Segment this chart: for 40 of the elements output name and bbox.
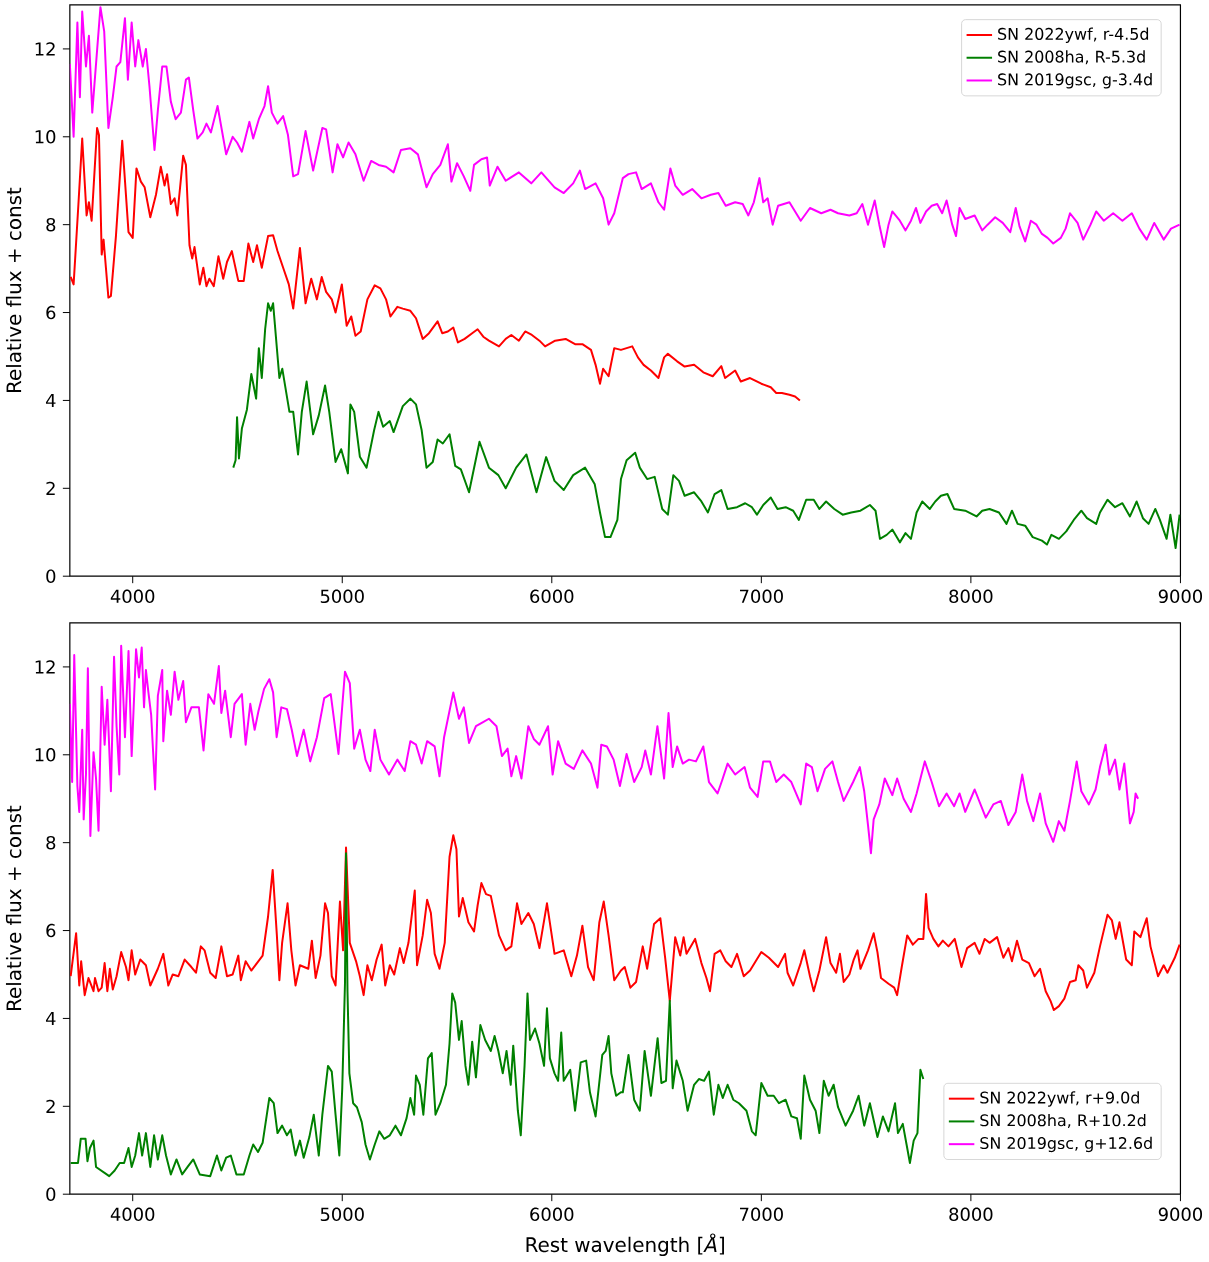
x-tick-label: 4000 [110,1207,155,1222]
x-tick-label: 6000 [530,589,574,604]
legend-label: SN 2019gsc, g-3.4d [998,73,1152,89]
legend-label: SN 2019gsc, g+12.6d [980,1136,1152,1153]
y-tick-label: 4 [45,393,56,407]
x-axis-title: Rest wavelength [Å] [526,1233,724,1257]
y-tick-label: 2 [46,481,55,495]
y-tick-label: 4 [45,1011,56,1025]
y-tick-label: 0 [46,569,56,583]
y-tick-label: 6 [46,305,56,320]
x-tick-label: 7000 [739,589,783,604]
line-series [69,644,1140,855]
y-tick-label: 10 [35,748,56,762]
legend-label: SN 2022ywf, r+9.0d [980,1091,1139,1107]
y-tick-label: 12 [35,42,55,56]
x-tick-label: 9000 [1158,1207,1202,1222]
x-tick-label: 8000 [949,1207,993,1222]
legend-label: SN 2022ywf, r-4.5d [998,27,1148,44]
line-series [69,6,1181,249]
x-tick-label: 8000 [949,589,993,604]
x-tick-label: 9000 [1158,589,1202,604]
y-tick-label: 8 [46,217,56,232]
y-axis-title: Relative flux + const [5,805,22,1010]
x-tick-label: 7000 [739,1207,783,1222]
x-tick-label: 5000 [320,589,364,604]
x-tick-label: 5000 [320,1207,364,1222]
line-series [69,834,1181,1012]
x-tick-label: 6000 [530,1207,574,1222]
x-tick-label: 4000 [110,589,155,604]
line-series [69,852,925,1178]
y-tick-label: 12 [35,660,55,674]
y-tick-label: 6 [46,923,56,938]
y-tick-label: 8 [46,835,56,850]
line-series [232,302,1181,550]
legend-label: SN 2008ha, R+10.2d [980,1114,1146,1128]
y-tick-label: 10 [35,130,56,144]
y-tick-label: 0 [46,1187,56,1201]
y-tick-label: 2 [46,1099,55,1113]
y-axis-title: Relative flux + const [5,187,22,392]
legend-label: SN 2008ha, R-5.3d [998,50,1145,65]
